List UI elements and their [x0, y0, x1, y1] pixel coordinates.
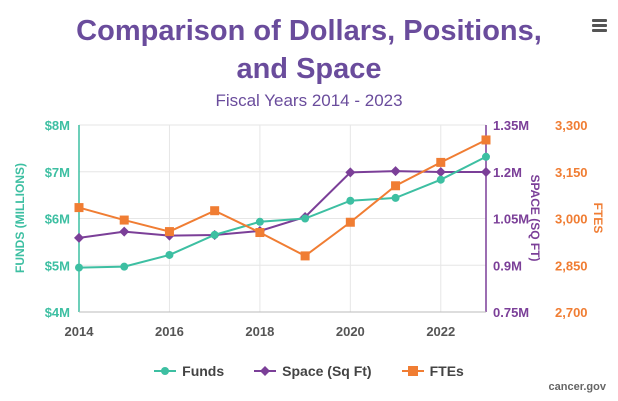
funds-point [482, 152, 490, 161]
space-axis: 0.75M 0.9M 1.05M 1.2M 1.35M [493, 118, 529, 320]
ftes-point [74, 203, 84, 213]
funds-point [255, 217, 264, 226]
space-tick-label: 1.2M [493, 165, 522, 180]
ftes-tick-label: 2,850 [555, 258, 588, 273]
grid-lines [78, 124, 487, 313]
funds-tick-label: $4M [45, 305, 70, 320]
space-legend-icon [254, 366, 277, 376]
legend-item-ftes[interactable]: FTEs [401, 360, 464, 382]
ftes-point [164, 227, 174, 237]
ftes-axis-label: FTES [591, 203, 605, 234]
x-tick-label: 2018 [245, 324, 274, 339]
funds-point [346, 196, 355, 205]
x-axis: 2014 2016 2018 2020 2022 [65, 324, 456, 339]
funds-point [165, 250, 174, 259]
funds-tick-label: $6M [45, 212, 70, 227]
funds-tick-label: $8M [45, 118, 70, 133]
space-axis-label: SPACE (SQ FT) [528, 174, 542, 261]
x-tick-label: 2014 [65, 324, 95, 339]
x-tick-label: 2020 [336, 324, 365, 339]
space-point [345, 167, 356, 178]
legend-item-funds[interactable]: Funds [154, 360, 224, 382]
space-point [390, 166, 401, 177]
space-point [481, 167, 491, 178]
ftes-point [481, 135, 491, 145]
legend-label-ftes: FTEs [429, 363, 464, 379]
chart-subtitle: Fiscal Years 2014 - 2023 [215, 91, 402, 110]
funds-point [436, 175, 445, 184]
funds-point [75, 263, 83, 272]
ftes-tick-label: 2,700 [555, 305, 588, 320]
legend-label-space: Space (Sq Ft) [282, 363, 372, 379]
space-tick-label: 1.35M [493, 118, 529, 133]
ftes-axis: 2,700 2,850 3,000 3,150 3,300 [555, 118, 588, 320]
x-tick-label: 2022 [426, 324, 455, 339]
funds-point [301, 214, 310, 223]
ftes-point [436, 157, 446, 167]
ftes-point [119, 215, 129, 225]
credit-text[interactable]: cancer.gov [548, 381, 606, 393]
funds-tick-label: $7M [45, 165, 70, 180]
ftes-series-line [78, 139, 487, 258]
ftes-tick-label: 3,000 [555, 212, 588, 227]
funds-series-line [78, 155, 487, 269]
ftes-tick-label: 3,150 [555, 165, 588, 180]
series-group [74, 135, 491, 272]
chart-title-line1: Comparison of Dollars, Positions, [76, 15, 542, 47]
ftes-point [391, 181, 401, 191]
space-tick-label: 1.05M [493, 212, 529, 227]
space-point [435, 167, 446, 178]
ftes-point [255, 228, 265, 238]
legend-item-space[interactable]: Space (Sq Ft) [254, 360, 372, 382]
ftes-tick-label: 3,300 [555, 118, 588, 133]
space-point [74, 232, 84, 243]
funds-point [120, 262, 129, 271]
chart-title-line2: and Space [236, 53, 381, 85]
funds-tick-label: $5M [45, 258, 70, 273]
chart-menu-button[interactable] [584, 10, 614, 40]
ftes-point [345, 217, 355, 227]
space-tick-label: 0.9M [493, 258, 522, 273]
x-tick-label: 2016 [155, 324, 184, 339]
legend-label-funds: Funds [182, 363, 225, 379]
funds-axis: $4M $5M $6M $7M $8M [45, 118, 70, 320]
ftes-point [300, 251, 310, 261]
ftes-legend-icon [401, 366, 424, 376]
funds-point [210, 230, 219, 239]
space-tick-label: 0.75M [493, 305, 529, 320]
space-series-line [78, 170, 486, 239]
funds-axis-label: FUNDS (MILLIONS) [13, 163, 27, 273]
funds-legend-icon [154, 367, 177, 375]
ftes-point [210, 206, 220, 216]
legend: Funds Space (Sq Ft) FTEs [0, 360, 618, 382]
space-point [119, 226, 130, 237]
funds-point [391, 193, 400, 202]
